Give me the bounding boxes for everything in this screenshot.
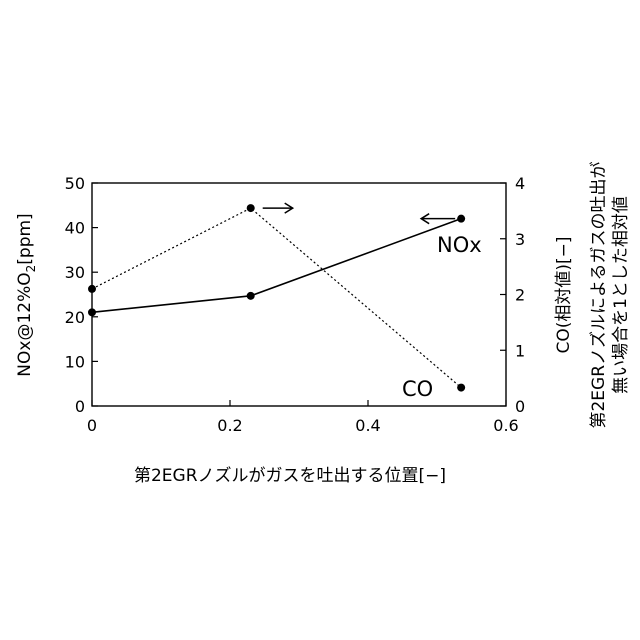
data-point-nox: [247, 292, 255, 300]
y-left-tick-label: 10: [65, 352, 85, 371]
y-left-tick-label: 20: [65, 308, 85, 327]
series-line-nox: [92, 219, 461, 313]
y-right-tick-label: 2: [515, 286, 525, 305]
y-left-ticks: 0 10 20 30 40 50: [65, 174, 98, 416]
y-left-axis-label: NOx@12%O2[ppm]: [15, 213, 38, 376]
axis-arrows: [263, 203, 455, 224]
data-point-co: [88, 285, 96, 293]
data-point-nox: [457, 215, 465, 223]
axes: [92, 183, 506, 406]
series-line-co: [92, 208, 461, 388]
x-tick-label: 0.6: [493, 416, 518, 435]
y-right-axis-note-line2: 無い場合を1とした相対値: [611, 196, 631, 394]
y-right-axis-label: CO(相対値)[−]: [554, 236, 574, 353]
y-right-ticks: 0 1 2 3 4: [500, 174, 525, 416]
y-left-tick-label: 40: [65, 219, 85, 238]
y-left-tick-label: 50: [65, 174, 85, 193]
x-tick-label: 0: [87, 416, 97, 435]
y-right-axis-note-line1: 第2EGRノズルによるガスの吐出が: [589, 161, 609, 428]
data-point-co: [457, 384, 465, 392]
annotation-nox: NOx: [437, 233, 482, 257]
y-left-tick-label: 0: [75, 397, 85, 416]
series-lines: [92, 208, 461, 388]
y-left-tick-label: 30: [65, 263, 85, 282]
data-point-co: [247, 204, 255, 212]
x-axis-label: 第2EGRノズルがガスを吐出する位置[−]: [134, 466, 446, 486]
y-right-tick-label: 4: [515, 174, 525, 193]
y-right-tick-label: 3: [515, 230, 525, 249]
y-right-tick-label: 0: [515, 397, 525, 416]
x-ticks: 0 0.2 0.4 0.6: [87, 400, 519, 435]
plot-frame: [92, 183, 506, 406]
series-markers: [88, 204, 465, 392]
y-right-tick-label: 1: [515, 341, 525, 360]
x-tick-label: 0.4: [355, 416, 380, 435]
right-axis-arrow: [263, 203, 293, 213]
x-tick-label: 0.2: [217, 416, 242, 435]
annotation-co: CO: [402, 377, 433, 401]
data-point-nox: [88, 308, 96, 316]
